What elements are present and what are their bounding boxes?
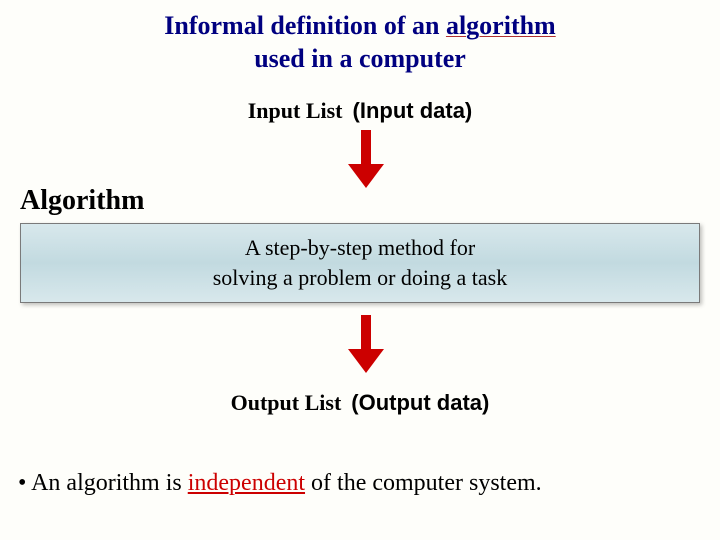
- algorithm-box-text: A step-by-step method for solving a prob…: [213, 233, 508, 292]
- box-line1: A step-by-step method for: [245, 235, 475, 260]
- input-data-annotation: (Input data): [353, 98, 473, 124]
- title-line1-under: algorithm: [446, 11, 556, 40]
- output-data-annotation: (Output data): [351, 390, 489, 416]
- input-row: Input List (Input data): [0, 98, 720, 124]
- bullet-pre: • An algorithm is: [18, 470, 188, 496]
- box-line2: solving a problem or doing a task: [213, 265, 508, 290]
- algorithm-box: A step-by-step method for solving a prob…: [20, 223, 700, 303]
- output-list-label: Output List: [231, 390, 342, 416]
- title-line1-pre: Informal definition of an: [164, 11, 446, 40]
- algorithm-label: Algorithm: [20, 185, 144, 217]
- bullet-post: of the computer system.: [305, 470, 542, 496]
- output-row: Output List (Output data): [0, 390, 720, 416]
- bullet-text: • An algorithm is independent of the com…: [18, 470, 542, 497]
- page-title: Informal definition of an algorithm used…: [0, 0, 720, 75]
- arrow-down-top: [348, 130, 384, 193]
- input-list-label: Input List: [248, 98, 343, 124]
- arrow-down-bottom: [348, 315, 384, 378]
- bullet-red: independent: [188, 470, 305, 496]
- title-line2: used in a computer: [254, 44, 466, 73]
